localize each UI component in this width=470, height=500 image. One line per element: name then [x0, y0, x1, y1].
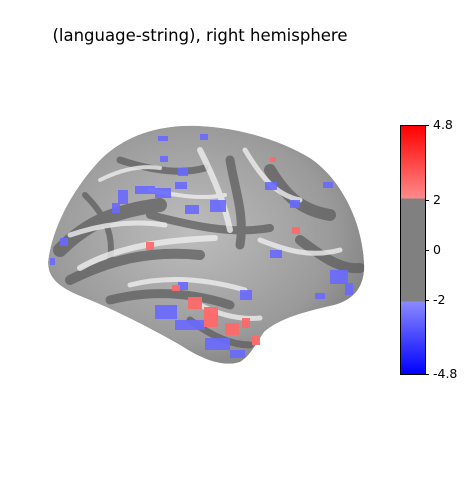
colorbar-tick: [425, 200, 429, 201]
colorbar-label-max: 4.8: [433, 117, 453, 132]
colorbar-tick: [425, 250, 429, 251]
colorbar-tick: [425, 125, 429, 126]
colorbar: [400, 125, 426, 375]
colorbar-label-zero: 0: [433, 242, 441, 257]
colorbar-label-threshold-pos: 2: [433, 192, 441, 207]
colorbar-label-threshold-neg: -2: [433, 292, 446, 307]
positive-activation-clusters: [146, 157, 300, 345]
figure-title: (language-string), right hemisphere: [52, 26, 348, 45]
negative-activation-clusters: [50, 134, 353, 358]
brain-surface: [48, 125, 365, 364]
colorbar-tick: [425, 300, 429, 301]
colorbar-label-min: -4.8: [433, 366, 458, 381]
colorbar-tick: [425, 374, 429, 375]
